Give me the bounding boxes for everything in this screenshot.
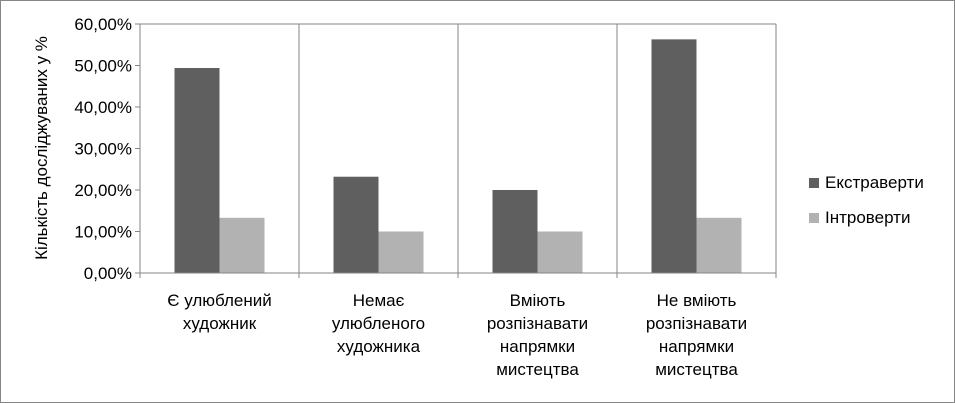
bar-extraverts bbox=[333, 176, 379, 273]
legend-swatch bbox=[809, 213, 819, 223]
y-tick-label: 30,00% bbox=[74, 140, 132, 159]
x-category-label: Немає улюбленого художника bbox=[332, 291, 425, 356]
y-tick-label: 50,00% bbox=[74, 57, 132, 76]
bar-introverts bbox=[537, 231, 583, 273]
x-category-label: Є улюблений художник bbox=[167, 291, 271, 333]
legend: Екстраверти Інтроверти bbox=[809, 173, 924, 227]
x-category-labels: Є улюблений художник Немає улюбленого художн… bbox=[167, 291, 747, 379]
y-tick-label: 20,00% bbox=[74, 181, 132, 200]
y-axis-title: Кількість досліджуваних у % bbox=[32, 36, 51, 260]
bar-extraverts bbox=[492, 190, 538, 273]
bar-extraverts bbox=[174, 67, 220, 274]
bars bbox=[174, 39, 742, 274]
y-tick-label: 0,00% bbox=[84, 264, 132, 283]
bar-introverts bbox=[219, 217, 265, 273]
x-category-label: Не вміють розпізнавати напрямки мистецтва bbox=[646, 291, 747, 379]
legend-label: Інтроверти bbox=[825, 208, 910, 227]
y-tick-labels: 0,00% 10,00% 20,00% 30,00% 40,00% 50,00% 60,00… bbox=[74, 15, 132, 283]
legend-label: Екстраверти bbox=[825, 173, 924, 192]
grid-lines bbox=[140, 23, 777, 273]
bar-introverts bbox=[378, 231, 424, 273]
y-tick-label: 10,00% bbox=[74, 223, 132, 242]
bar-extraverts bbox=[651, 39, 697, 274]
bar-introverts bbox=[696, 217, 742, 273]
y-tick-label: 60,00% bbox=[74, 15, 132, 34]
axes bbox=[135, 23, 777, 278]
legend-swatch bbox=[809, 178, 819, 188]
x-category-label: Вміють розпізнавати напрямки мистецтва bbox=[487, 291, 588, 379]
y-tick-label: 40,00% bbox=[74, 98, 132, 117]
